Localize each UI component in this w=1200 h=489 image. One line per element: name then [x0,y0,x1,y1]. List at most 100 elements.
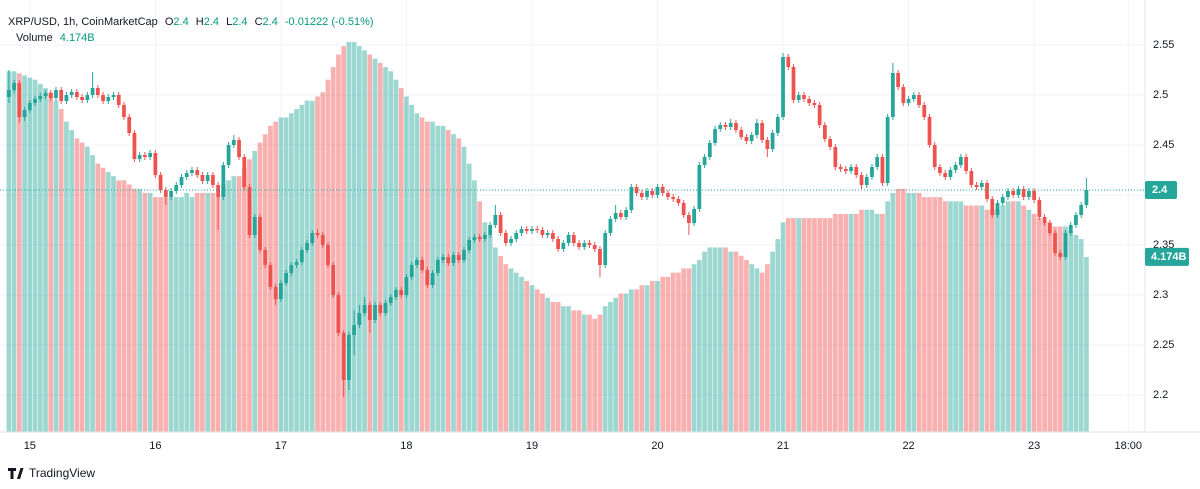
volume-bar [874,213,880,432]
candle-body [530,229,534,231]
volume-bar [534,289,540,432]
candle-body [373,305,377,320]
x-tick-label: 18 [400,440,412,452]
candle-body [503,233,508,243]
candle-body [645,191,649,197]
volume-bar [142,192,148,432]
candle-body [268,265,273,287]
volume-bar [785,218,791,432]
volume-bar [791,218,796,432]
volume-bar [1016,201,1021,432]
candle-body [1006,191,1010,197]
volume-bar [540,293,545,432]
candle-body [435,260,440,273]
candle-body [927,117,932,145]
candle-body [38,96,43,99]
volume-bar [963,205,969,432]
volume-bar [435,125,441,432]
volume-bar [220,184,226,432]
candle-body [791,67,796,100]
volume-bar [179,197,184,432]
candle-body [650,191,655,195]
candle-body [258,217,262,250]
candle-body [566,235,571,243]
y-tick-label: 2.25 [1153,339,1174,351]
volume-bar [1000,205,1006,432]
candle-body [660,187,665,193]
x-tick-label: 15 [24,440,36,452]
candle-body [420,260,425,270]
x-tick-label: 18:00 [1114,440,1142,452]
candle-body [922,105,927,117]
candle-body [205,175,210,181]
volume-bar [492,247,498,432]
candle-body [796,95,801,100]
volume-bar [184,192,190,432]
volume-bar [1042,222,1047,432]
volume-bar [519,276,524,432]
volume-bar [1021,205,1027,432]
volume-bar [1063,226,1068,432]
candle-body [456,255,461,260]
candle-body [822,125,827,139]
volume-bar [707,247,713,432]
candle-body [284,273,289,283]
candle-body [906,99,911,103]
volume-bar [498,255,503,432]
volume-bar [900,188,906,432]
candle-body [864,177,869,185]
ohlc-value: 2.4 [263,16,278,28]
volume-bar [84,146,90,432]
volume-bar [806,218,812,432]
volume-bar [27,77,33,433]
candle-body [969,171,974,185]
candle-body [1068,225,1073,233]
volume-bar [995,209,1000,432]
volume-bar [545,297,551,432]
candle-body [1032,191,1036,200]
price-badge [1145,181,1177,199]
volume-value: 4.174B [60,32,95,44]
volume-bar [1031,213,1037,432]
volume-bar [974,205,979,432]
candle-body [101,95,105,101]
volume-bar [738,255,744,432]
volume-bar [1010,201,1016,432]
volume-badge-label: 4.174B [1151,251,1187,263]
candle-body [749,135,754,141]
candle-body [127,117,132,133]
volume-bar [362,50,367,432]
volume-bar [634,289,639,432]
volume-bar [906,192,911,432]
volume-bar [1068,230,1074,432]
candle-body [1042,217,1047,223]
header-line: XRP/USD, 1h, CoinMarketCap O2.4 H2.4 L2.… [8,16,374,28]
volume-bar [576,310,582,432]
candle-body [43,93,48,96]
volume-bar [398,88,404,432]
volume-bar [749,264,755,432]
volume-bar [351,41,357,433]
x-tick-label: 21 [777,440,789,452]
volume-bar [16,73,22,432]
candle-body [69,92,74,95]
volume-bar [864,209,870,432]
volume-bar [979,205,985,432]
candle-body [132,133,137,159]
candle-body [958,157,963,165]
volume-bar [989,209,995,432]
volume-bar [252,150,258,432]
volume-bar [278,117,284,432]
candle-body [948,170,953,177]
volume-bar [372,58,378,432]
volume-bar [210,192,216,432]
volume-bar [419,117,425,432]
volume-bar [105,171,111,432]
volume-bar [958,201,964,432]
candle-body [446,257,451,263]
volume-bar [79,142,85,433]
candle-body [226,145,231,165]
candle-layer [7,53,1089,397]
volume-bar [880,213,885,432]
